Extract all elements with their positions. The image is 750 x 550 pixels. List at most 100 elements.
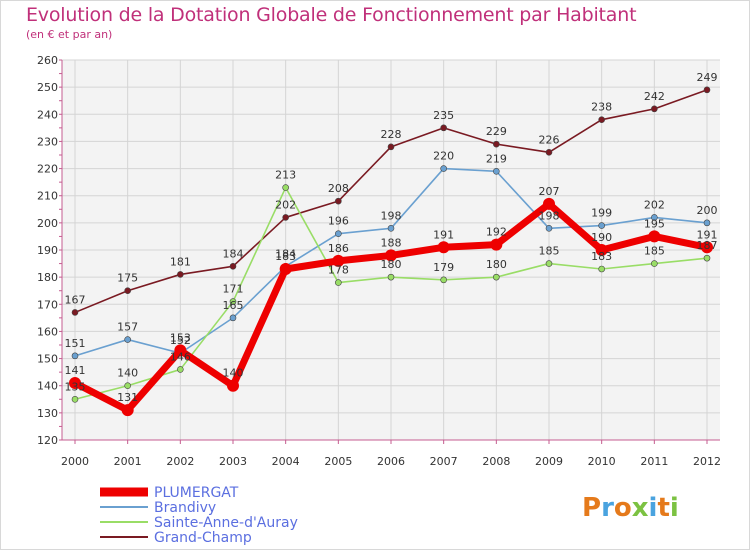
data-label-grand-champ: 229: [486, 125, 507, 138]
data-point-brandivy: [71, 352, 79, 360]
y-tick-label: 240: [37, 108, 58, 121]
chart-title: Evolution de la Dotation Globale de Fonc…: [26, 4, 637, 26]
data-point-brandivy: [229, 314, 237, 322]
data-point-brandivy: [703, 219, 711, 227]
proxiti-logo: Proxiti: [582, 493, 679, 523]
data-point-brandivy: [598, 222, 605, 229]
y-tick-label: 210: [37, 190, 58, 203]
data-label-sainte-anne-d-auray: 179: [433, 261, 454, 274]
y-tick-label: 250: [37, 81, 58, 94]
data-label-sainte-anne-d-auray: 185: [644, 245, 665, 258]
data-label-grand-champ: 184: [223, 247, 244, 260]
data-point-grand-champ: [124, 287, 131, 295]
data-label-grand-champ: 235: [433, 109, 454, 122]
data-point-grand-champ: [335, 197, 342, 205]
data-label-sainte-anne-d-auray: 183: [591, 250, 612, 263]
data-label-brandivy: 220: [433, 150, 454, 163]
data-point-grand-champ: [598, 116, 605, 124]
data-label-grand-champ: 249: [697, 71, 718, 84]
x-tick-label: 2005: [324, 455, 352, 468]
data-point-grand-champ: [703, 86, 711, 94]
data-label-sainte-anne-d-auray: 140: [117, 367, 138, 380]
y-tick-label: 120: [37, 434, 58, 447]
data-point-grand-champ: [651, 105, 658, 113]
data-point-plumergat: [332, 254, 345, 267]
data-point-brandivy: [545, 224, 553, 232]
data-label-sainte-anne-d-auray: 135: [65, 380, 86, 393]
x-tick-label: 2003: [219, 455, 247, 468]
data-label-sainte-anne-d-auray: 180: [381, 258, 402, 271]
data-point-plumergat: [490, 238, 503, 251]
data-point-plumergat: [437, 241, 450, 254]
data-label-plumergat: 186: [328, 242, 349, 255]
x-tick-label: 2002: [166, 455, 194, 468]
data-label-grand-champ: 228: [381, 128, 402, 141]
data-label-brandivy: 184: [275, 247, 296, 260]
data-point-grand-champ: [387, 143, 395, 151]
data-point-brandivy: [335, 230, 342, 238]
data-point-brandivy: [440, 165, 447, 172]
data-label-sainte-anne-d-auray: 185: [539, 245, 560, 258]
data-point-grand-champ: [71, 309, 79, 316]
data-point-brandivy: [387, 224, 395, 232]
x-tick-label: 2011: [640, 455, 668, 468]
data-label-sainte-anne-d-auray: 178: [328, 264, 349, 277]
data-point-sainte-anne-d-auray: [124, 382, 131, 390]
legend-label-plumergat: PLUMERGAT: [154, 485, 239, 501]
data-label-sainte-anne-d-auray: 213: [275, 169, 296, 182]
data-label-brandivy: 165: [223, 299, 244, 312]
data-label-plumergat: 190: [591, 231, 612, 244]
x-tick-label: 2007: [430, 455, 458, 468]
data-label-grand-champ: 181: [170, 255, 191, 268]
data-label-plumergat: 188: [381, 236, 402, 249]
y-tick-label: 180: [37, 271, 58, 284]
data-point-plumergat: [648, 230, 661, 243]
y-tick-label: 140: [37, 380, 58, 393]
data-label-grand-champ: 167: [65, 293, 86, 306]
data-point-sainte-anne-d-auray: [177, 366, 184, 373]
data-label-brandivy: 202: [644, 198, 665, 211]
data-label-plumergat: 191: [697, 228, 718, 241]
x-tick-label: 2000: [61, 455, 89, 468]
data-point-plumergat: [543, 197, 555, 210]
y-tick-label: 160: [37, 325, 58, 338]
x-tick-label: 2008: [482, 455, 510, 468]
data-point-plumergat: [121, 404, 134, 417]
data-label-brandivy: 198: [381, 209, 402, 222]
y-tick-label: 150: [37, 353, 58, 366]
legend-label-grand-champ: Grand-Champ: [154, 530, 252, 546]
data-point-plumergat: [69, 377, 81, 389]
data-label-plumergat: 192: [486, 226, 507, 239]
data-point-grand-champ: [282, 214, 289, 221]
legend-label-sainte-anne-d-auray: Sainte-Anne-d'Auray: [154, 515, 298, 531]
data-point-grand-champ: [545, 148, 553, 156]
chart-subtitle: (en € et par an): [26, 28, 113, 41]
data-label-plumergat: 207: [539, 185, 560, 198]
data-label-sainte-anne-d-auray: 187: [697, 239, 718, 252]
data-point-sainte-anne-d-auray: [335, 279, 342, 286]
data-label-sainte-anne-d-auray: 180: [486, 258, 507, 271]
data-label-plumergat: 183: [275, 250, 296, 263]
data-point-plumergat: [279, 263, 292, 275]
y-tick-label: 220: [37, 163, 58, 176]
data-label-brandivy: 196: [328, 215, 349, 228]
data-label-grand-champ: 226: [539, 133, 560, 146]
data-point-sainte-anne-d-auray: [545, 260, 553, 267]
x-tick-label: 2004: [272, 455, 300, 468]
data-label-brandivy: 151: [65, 337, 86, 350]
data-point-sainte-anne-d-auray: [651, 260, 658, 267]
data-point-plumergat: [385, 249, 397, 262]
y-tick-label: 190: [37, 244, 58, 257]
x-tick-label: 2010: [588, 455, 616, 468]
data-point-sainte-anne-d-auray: [387, 273, 395, 281]
data-point-sainte-anne-d-auray: [71, 395, 79, 403]
data-label-plumergat: 131: [117, 391, 138, 404]
y-tick-label: 130: [37, 407, 58, 420]
data-point-sainte-anne-d-auray: [703, 254, 711, 262]
data-point-plumergat: [174, 344, 187, 357]
data-point-sainte-anne-d-auray: [282, 184, 289, 191]
data-label-plumergat: 153: [170, 331, 191, 344]
data-label-plumergat: 191: [433, 228, 454, 241]
data-label-plumergat: 140: [223, 367, 244, 380]
